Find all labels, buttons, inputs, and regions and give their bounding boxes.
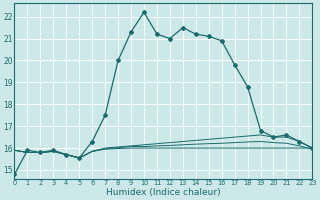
- X-axis label: Humidex (Indice chaleur): Humidex (Indice chaleur): [106, 188, 221, 197]
